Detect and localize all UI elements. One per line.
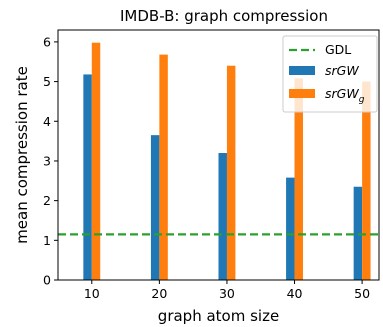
chart-title: IMDB-B: graph compression: [120, 7, 328, 25]
bar-srgw-10: [83, 74, 92, 280]
y-tick-label: 0: [43, 273, 51, 288]
legend-swatch-srgwg: [289, 89, 315, 98]
legend-label-srgwg-subscript: g: [359, 95, 365, 105]
y-tick-label: 6: [43, 34, 51, 49]
y-tick-label: 2: [43, 193, 51, 208]
legend-label-srgw: srGW: [325, 63, 359, 78]
y-tick-label: 1: [43, 233, 51, 248]
x-tick-label: 20: [151, 286, 167, 301]
legend: GDL srGW srGWg: [282, 35, 378, 113]
x-axis: 10 20 30 40 50: [84, 280, 370, 301]
y-axis-label: mean compression rate: [13, 66, 31, 244]
x-tick-label: 50: [354, 286, 370, 301]
legend-swatch-srgw: [289, 66, 315, 75]
x-tick-label: 40: [287, 286, 303, 301]
y-tick-label: 4: [43, 114, 51, 129]
y-axis: 0 1 2 3 4 5 6: [43, 34, 58, 288]
bar-srgw-40: [286, 177, 295, 280]
y-tick-label: 3: [43, 153, 51, 168]
bar-srgw-30: [218, 153, 227, 280]
x-axis-label: graph atom size: [158, 307, 279, 325]
plot-frame: [57, 29, 380, 281]
legend-label-srgwg: srGWg: [325, 86, 365, 105]
bar-srgwg-20: [159, 54, 168, 280]
y-tick-label: 5: [43, 74, 51, 89]
x-tick-label: 10: [84, 286, 100, 301]
legend-label-gdl: GDL: [325, 42, 351, 57]
bar-srgwg-30: [226, 65, 236, 280]
legend-label-srgwg-base: srGW: [325, 86, 359, 101]
bar-srgwg-40: [294, 78, 303, 281]
bar-srgw-50: [353, 186, 363, 280]
bar-group: [83, 42, 371, 281]
bar-srgwg-50: [362, 81, 371, 280]
x-tick-label: 30: [219, 286, 235, 301]
bar-srgw-20: [150, 135, 160, 280]
bar-srgwg-10: [91, 42, 101, 281]
